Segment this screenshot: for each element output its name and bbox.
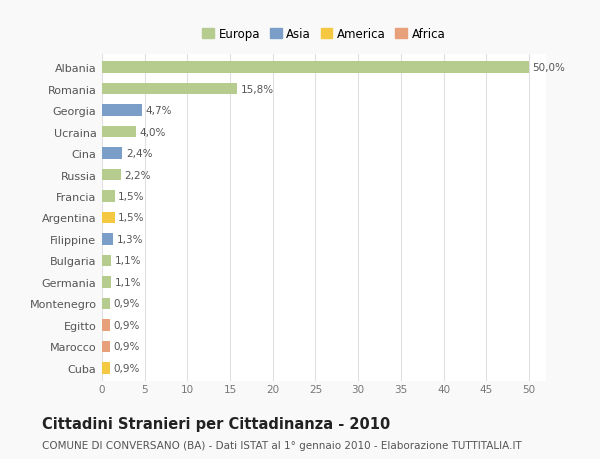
Bar <box>102 319 110 331</box>
Text: 1,5%: 1,5% <box>118 213 145 223</box>
Bar <box>102 341 110 353</box>
Text: 0,9%: 0,9% <box>113 363 139 373</box>
Bar <box>102 62 529 74</box>
Text: 0,9%: 0,9% <box>113 341 139 352</box>
Text: 50,0%: 50,0% <box>532 63 565 73</box>
Bar <box>102 169 121 181</box>
Text: 1,1%: 1,1% <box>115 277 142 287</box>
Text: 4,7%: 4,7% <box>146 106 172 116</box>
Bar <box>102 362 110 374</box>
Text: 1,1%: 1,1% <box>115 256 142 266</box>
Bar <box>102 190 115 202</box>
Legend: Europa, Asia, America, Africa: Europa, Asia, America, Africa <box>202 28 446 41</box>
Text: 1,3%: 1,3% <box>116 235 143 245</box>
Text: 0,9%: 0,9% <box>113 320 139 330</box>
Text: 2,4%: 2,4% <box>126 149 152 159</box>
Text: COMUNE DI CONVERSANO (BA) - Dati ISTAT al 1° gennaio 2010 - Elaborazione TUTTITA: COMUNE DI CONVERSANO (BA) - Dati ISTAT a… <box>42 440 522 450</box>
Text: 15,8%: 15,8% <box>241 84 274 95</box>
Text: 1,5%: 1,5% <box>118 191 145 202</box>
Bar <box>102 126 136 138</box>
Text: 0,9%: 0,9% <box>113 299 139 309</box>
Text: Cittadini Stranieri per Cittadinanza - 2010: Cittadini Stranieri per Cittadinanza - 2… <box>42 416 390 431</box>
Bar <box>102 234 113 246</box>
Bar <box>102 212 115 224</box>
Bar <box>102 84 237 95</box>
Bar <box>102 148 122 160</box>
Bar <box>102 298 110 310</box>
Bar <box>102 276 112 288</box>
Text: 2,2%: 2,2% <box>124 170 151 180</box>
Text: 4,0%: 4,0% <box>140 127 166 137</box>
Bar <box>102 105 142 117</box>
Bar <box>102 255 112 267</box>
